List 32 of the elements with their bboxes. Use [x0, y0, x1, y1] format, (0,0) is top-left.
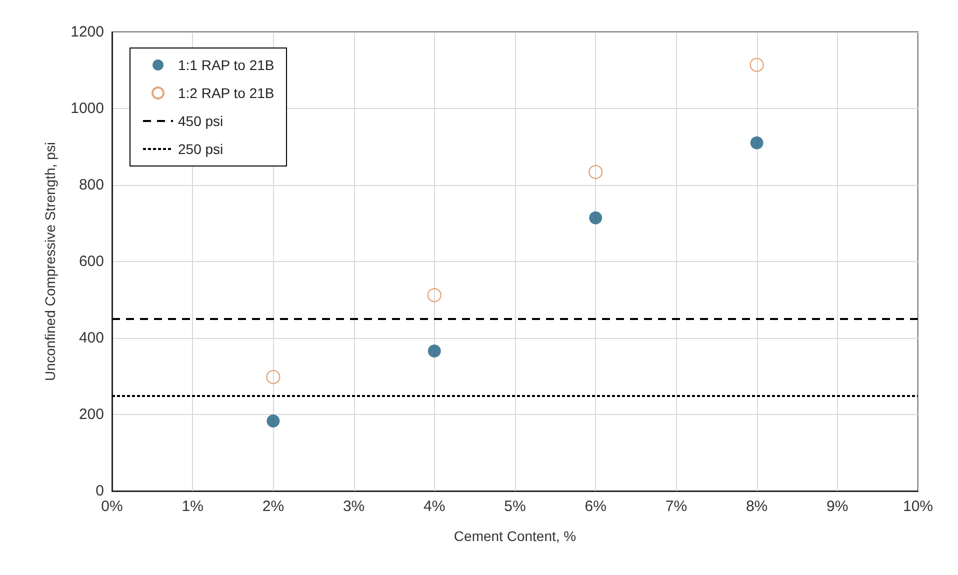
point [266, 414, 280, 428]
legend-label: 450 psi [178, 113, 224, 129]
x-tick-label: 4% [424, 498, 446, 515]
x-tick-label: 1% [182, 498, 204, 515]
y-tick-label: 1200 [70, 24, 104, 40]
point [750, 58, 764, 72]
y-tick-label: 600 [78, 253, 104, 270]
y-tick-label: 400 [78, 330, 104, 346]
x-tick-label: 5% [504, 498, 526, 515]
point [588, 164, 603, 180]
x-axis-title: Cement Content, % [454, 528, 576, 544]
x-tick-label: 6% [584, 498, 606, 515]
point [427, 288, 442, 302]
x-tick-label: 3% [342, 498, 365, 515]
x-tick-label: 8% [746, 498, 768, 515]
y-axis-title: Unconfined Compressive Strength, psi [42, 142, 58, 381]
legend-label: 1:1 RAP to 21B [178, 57, 274, 73]
x-tick-label: 10% [902, 498, 934, 515]
x-tick-label: 2% [262, 498, 284, 515]
point [428, 344, 441, 358]
legend-label: 250 psi [178, 141, 224, 157]
x-tick-label: 9% [826, 498, 848, 515]
x-tick-label: 7% [665, 498, 688, 515]
legend-label: 1:2 RAP to 21B [178, 85, 274, 101]
y-tick-label: 0 [96, 482, 104, 500]
point [266, 370, 280, 384]
point [750, 136, 764, 150]
y-tick-label: 800 [78, 176, 104, 194]
y-tick-label: 200 [78, 406, 104, 423]
x-tick-label: 0% [101, 498, 123, 515]
y-tick-label: 1000 [70, 100, 104, 117]
point [589, 211, 602, 224]
